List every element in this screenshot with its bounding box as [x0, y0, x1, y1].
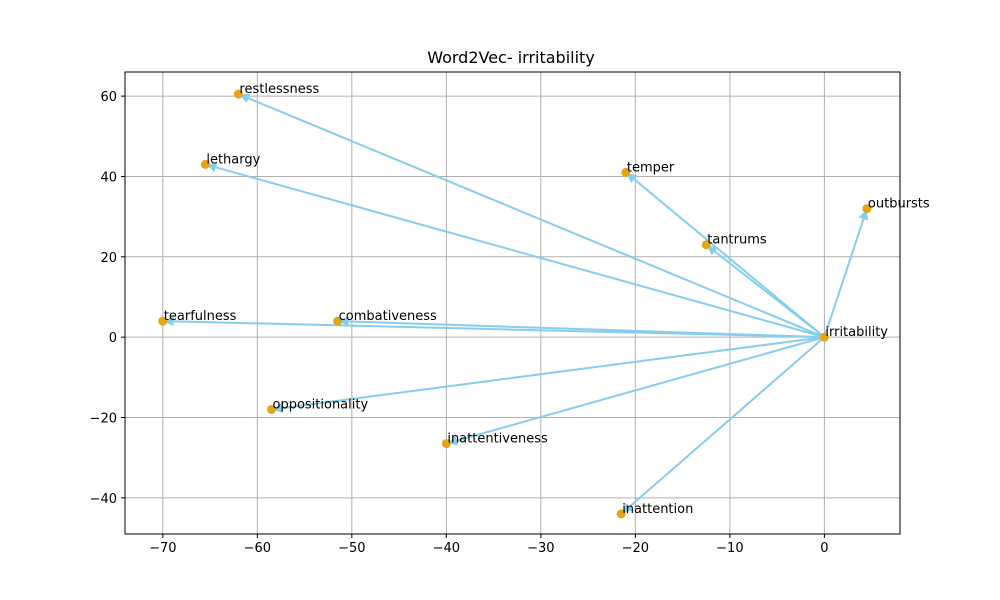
point-irritability	[819, 332, 829, 342]
point-inattention	[616, 509, 626, 519]
label-inattentiveness: inattentiveness	[447, 432, 548, 447]
vector-arrow-tantrums	[707, 245, 826, 338]
point-tantrums	[701, 240, 711, 250]
vector-arrow-restlessness	[239, 93, 825, 339]
x-axis-ticks: −70 −60 −50 −40 −30 −20 −10 0	[149, 534, 829, 556]
label-tantrums: tantrums	[707, 233, 767, 248]
x-tick-label: −30	[527, 541, 554, 556]
point-outbursts	[862, 204, 872, 214]
point-temper	[621, 167, 631, 177]
label-lethargy: lethargy	[206, 152, 260, 167]
vector-arrow-oppositionality	[272, 336, 825, 413]
y-axis-ticks: −40 −20 0 20 40 60	[90, 90, 125, 507]
word-points	[158, 89, 872, 519]
y-tick-label: 20	[100, 251, 117, 266]
plot-area-frame	[124, 71, 901, 535]
vector-arrows	[163, 93, 869, 514]
vector-arrow-lethargy	[206, 162, 825, 339]
vector-arrow-inattentiveness	[447, 336, 825, 446]
x-tick-label: −60	[244, 541, 271, 556]
y-tick-label: 0	[109, 331, 117, 346]
label-temper: temper	[627, 160, 675, 175]
word-labels: irritability restlessness lethargy temper ou…	[164, 82, 930, 517]
vector-arrow-outbursts	[823, 209, 869, 338]
label-tearfulness: tearfulness	[164, 309, 237, 324]
label-restlessness: restlessness	[239, 82, 319, 97]
x-tick-label: −10	[716, 541, 743, 556]
label-irritability: irritability	[825, 325, 888, 340]
y-tick-label: −40	[90, 492, 117, 507]
y-tick-label: −20	[90, 411, 117, 426]
y-tick-label: 40	[100, 170, 117, 185]
point-combativeness	[333, 316, 343, 326]
point-lethargy	[200, 159, 210, 169]
grid-lines	[125, 72, 900, 534]
x-tick-label: 0	[820, 541, 828, 556]
point-tearfulness	[158, 316, 168, 326]
vector-arrow-temper	[626, 172, 826, 338]
label-oppositionality: oppositionality	[272, 397, 368, 412]
x-tick-label: −20	[622, 541, 649, 556]
label-outbursts: outbursts	[868, 197, 930, 212]
vector-arrow-inattention	[621, 336, 826, 514]
x-tick-label: −40	[433, 541, 460, 556]
x-tick-label: −70	[149, 541, 176, 556]
point-restlessness	[233, 89, 243, 99]
vector-arrow-combativeness	[338, 316, 825, 339]
x-tick-label: −50	[338, 541, 365, 556]
point-oppositionality	[266, 404, 276, 414]
label-combativeness: combativeness	[339, 309, 437, 324]
point-inattentiveness	[441, 439, 451, 449]
y-tick-label: 60	[100, 90, 117, 105]
chart-title: Word2Vec- irritability	[427, 48, 595, 67]
label-inattention: inattention	[622, 502, 693, 517]
